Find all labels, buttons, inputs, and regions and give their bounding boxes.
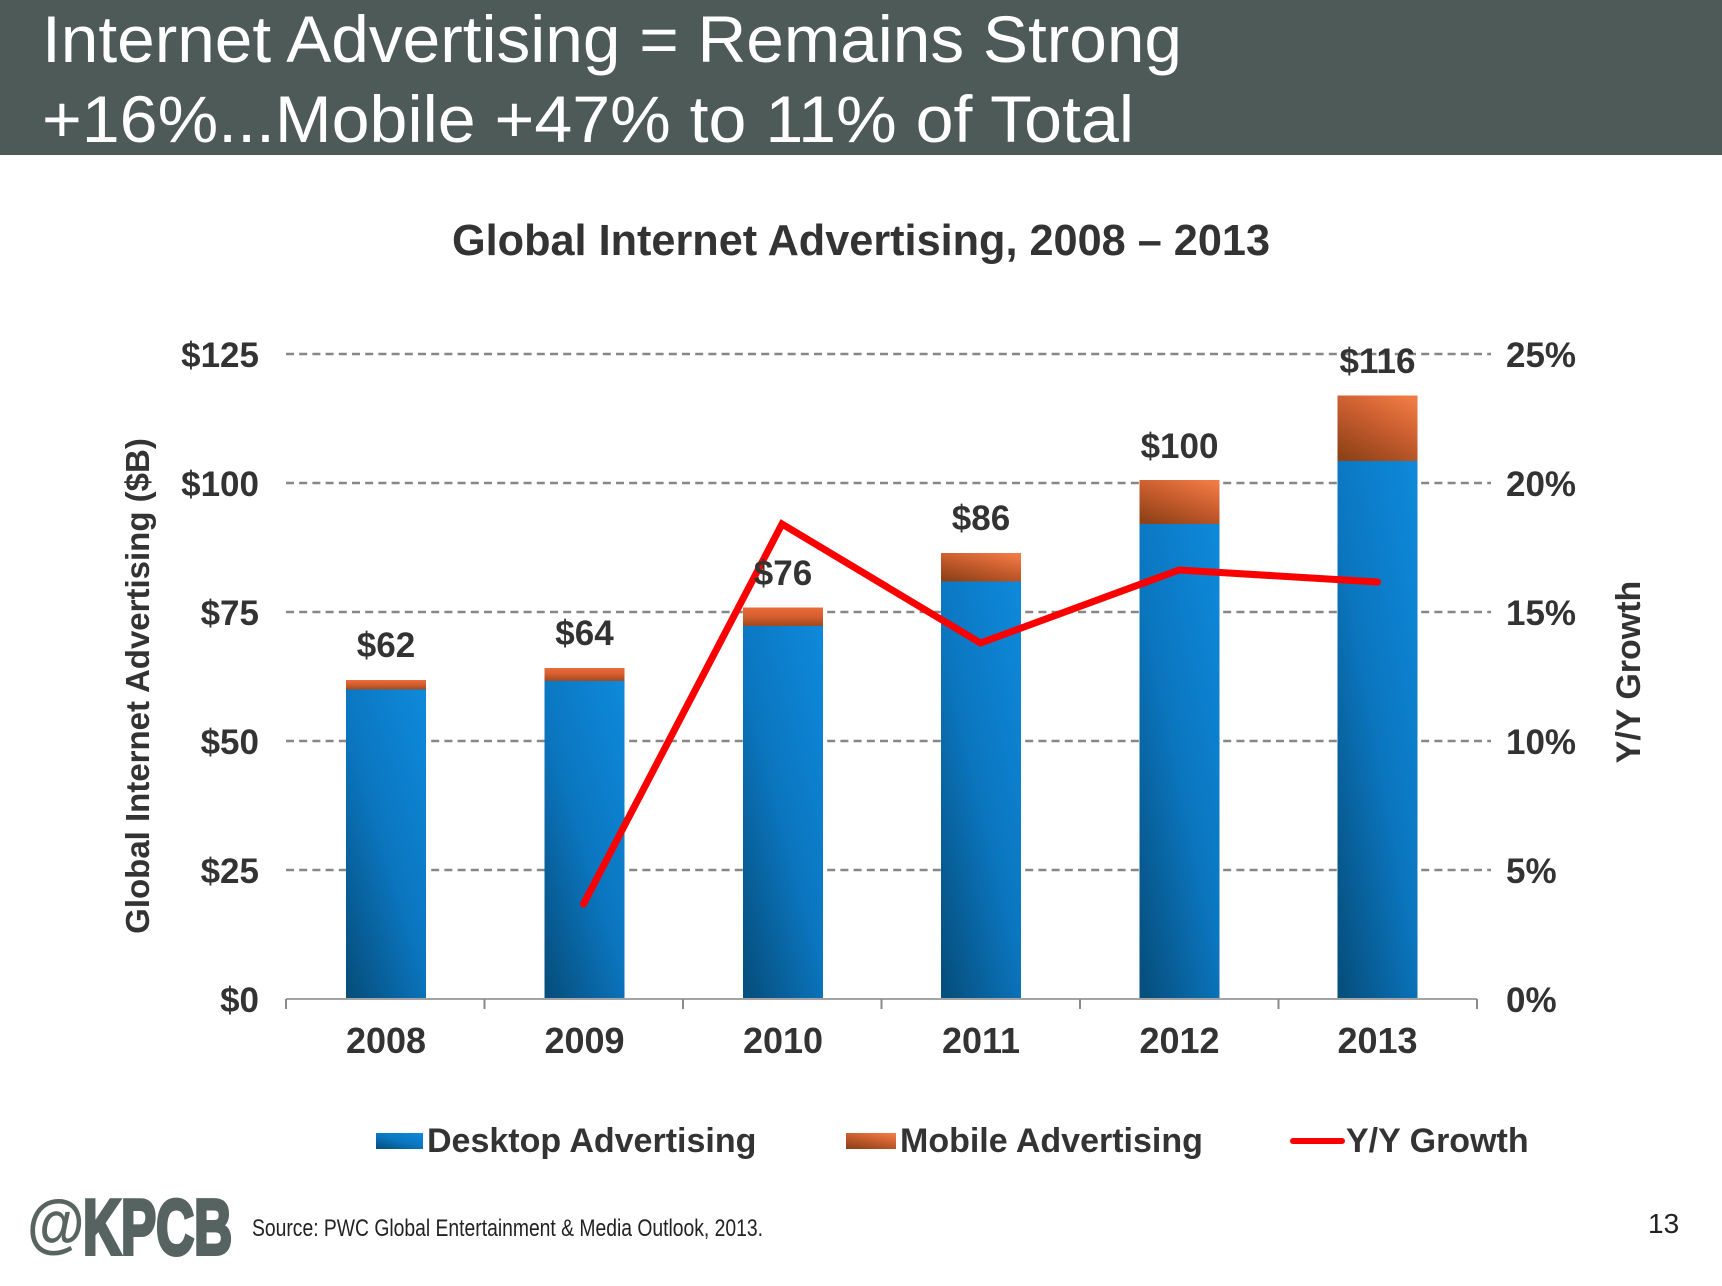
svg-text:$25: $25 — [201, 852, 259, 891]
svg-text:$50: $50 — [201, 723, 259, 762]
svg-text:+16%...Mobile +47% to 11% of T: +16%...Mobile +47% to 11% of Total — [42, 82, 1134, 156]
svg-text:Desktop Advertising: Desktop Advertising — [427, 1122, 756, 1160]
svg-text:Global Internet Advertising, 2: Global Internet Advertising, 2008 – 2013 — [452, 216, 1270, 265]
svg-text:Mobile Advertising: Mobile Advertising — [900, 1122, 1203, 1160]
svg-text:Global Internet Advertising ($: Global Internet Advertising ($B) — [119, 438, 156, 934]
svg-text:$100: $100 — [181, 465, 259, 504]
svg-text:$125: $125 — [181, 336, 259, 375]
svg-text:$100: $100 — [1141, 427, 1219, 466]
svg-text:$76: $76 — [754, 554, 812, 593]
svg-text:Source: PWC Global Entertainme: Source: PWC Global Entertainment & Media… — [252, 1215, 763, 1242]
svg-text:2010: 2010 — [743, 1020, 823, 1061]
svg-text:25%: 25% — [1506, 336, 1576, 375]
svg-text:$75: $75 — [201, 594, 259, 633]
svg-text:KPCB: KPCB — [83, 1185, 232, 1272]
svg-text:Y/Y Growth: Y/Y Growth — [1610, 581, 1648, 764]
svg-text:$86: $86 — [952, 499, 1010, 538]
svg-text:Y/Y Growth: Y/Y Growth — [1346, 1122, 1529, 1160]
svg-text:2013: 2013 — [1337, 1020, 1417, 1061]
svg-text:2011: 2011 — [942, 1020, 1020, 1061]
svg-text:5%: 5% — [1506, 852, 1557, 891]
svg-text:Internet Advertising = Remains: Internet Advertising = Remains Strong — [42, 2, 1182, 76]
svg-text:13: 13 — [1648, 1208, 1679, 1239]
svg-text:2008: 2008 — [346, 1020, 426, 1061]
svg-text:2009: 2009 — [544, 1020, 624, 1061]
svg-text:$64: $64 — [555, 614, 614, 653]
svg-text:2012: 2012 — [1139, 1020, 1219, 1061]
svg-text:$116: $116 — [1340, 342, 1416, 381]
svg-text:20%: 20% — [1506, 465, 1576, 504]
svg-text:$0: $0 — [220, 981, 259, 1020]
svg-text:10%: 10% — [1506, 723, 1576, 762]
svg-text:$62: $62 — [357, 626, 415, 665]
svg-text:0%: 0% — [1506, 981, 1557, 1020]
svg-text:15%: 15% — [1506, 594, 1576, 633]
svg-text:@: @ — [27, 1187, 85, 1259]
